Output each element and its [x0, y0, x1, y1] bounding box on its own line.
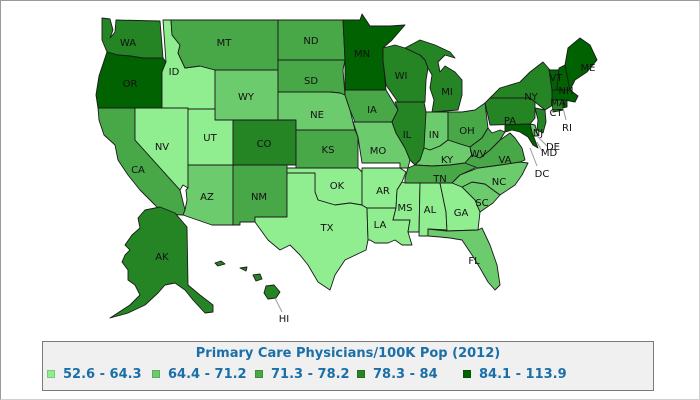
state-nj[interactable] [534, 107, 547, 134]
legend-item-bin-4[interactable]: 78.3 - 84 [357, 367, 438, 382]
state-or[interactable] [95, 51, 167, 109]
state-ri[interactable] [562, 99, 568, 109]
state-pa[interactable] [484, 97, 536, 126]
legend-items: 52.6 - 64.3 64.4 - 71.2 71.3 - 78.2 78.3… [47, 367, 649, 387]
legend: Primary Care Physicians/100K Pop (2012) … [42, 341, 654, 391]
state-wa[interactable] [101, 17, 164, 59]
state-ia[interactable] [344, 89, 399, 123]
legend-item-bin-5[interactable]: 84.1 - 113.9 [463, 367, 567, 382]
legend-item-bin-3[interactable]: 71.3 - 78.2 [255, 367, 350, 382]
state-ct[interactable] [551, 99, 564, 113]
state-hi[interactable] [214, 260, 281, 300]
legend-title: Primary Care Physicians/100K Pop (2012) [195, 346, 501, 361]
state-tx[interactable] [254, 172, 369, 291]
us-choropleth-map: WA OR CA ID NV MT WY UT AZ CO NM ND SD N… [95, 13, 598, 325]
state-sd[interactable] [277, 59, 346, 96]
legend-label: 78.3 - 84 [373, 367, 438, 382]
legend-swatch-icon [357, 370, 365, 378]
legend-label: 84.1 - 113.9 [479, 367, 567, 382]
label-hi: HI [279, 314, 289, 325]
label-ri: RI [562, 123, 572, 134]
state-az[interactable] [182, 164, 234, 226]
state-mi[interactable] [404, 39, 463, 113]
callout-dc [529, 147, 538, 167]
legend-item-bin-1[interactable]: 52.6 - 64.3 [47, 367, 142, 382]
state-co[interactable] [232, 119, 297, 166]
state-nm[interactable] [232, 164, 288, 226]
state-nv[interactable] [134, 107, 189, 191]
state-ak[interactable] [109, 206, 214, 319]
label-dc: DC [535, 169, 550, 180]
callout-md [536, 141, 543, 152]
legend-swatch-icon [152, 370, 160, 378]
state-fl[interactable] [427, 227, 501, 291]
legend-label: 71.3 - 78.2 [271, 367, 350, 382]
legend-swatch-icon [47, 370, 55, 378]
state-de[interactable] [529, 123, 539, 137]
legend-swatch-icon [255, 370, 263, 378]
legend-item-bin-2[interactable]: 64.4 - 71.2 [152, 367, 247, 382]
state-ks[interactable] [295, 129, 359, 169]
state-il[interactable] [391, 101, 427, 166]
state-me[interactable] [564, 37, 598, 91]
callout-ri [562, 107, 567, 121]
legend-swatch-icon [463, 370, 471, 378]
label-md: MD [541, 148, 558, 159]
callout-de [536, 135, 548, 147]
state-nd[interactable] [277, 19, 346, 61]
label-de: DE [546, 142, 560, 153]
state-ne[interactable] [277, 91, 356, 131]
state-wy[interactable] [214, 69, 279, 121]
legend-label: 64.4 - 71.2 [168, 367, 247, 382]
legend-label: 52.6 - 64.3 [63, 367, 142, 382]
state-mt[interactable] [170, 19, 279, 71]
callout-hi [274, 297, 283, 313]
